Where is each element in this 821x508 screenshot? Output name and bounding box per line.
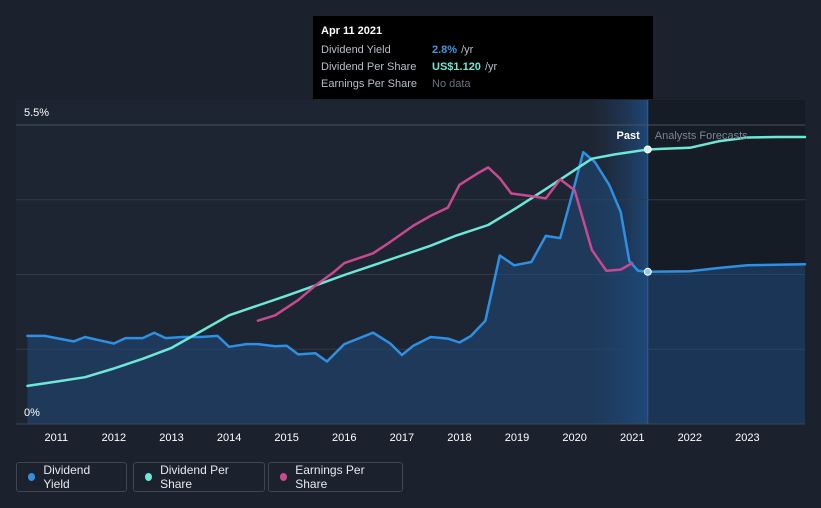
tooltip-row-label: Dividend Yield	[321, 43, 391, 56]
x-tick-label: 2013	[159, 432, 183, 444]
legend-dot-icon	[145, 473, 153, 481]
x-tick-label: 2019	[505, 432, 529, 444]
legend-label: Dividend Per Share	[160, 463, 229, 491]
analysts-forecasts-label: Analysts Forecasts	[655, 130, 748, 142]
y-tick-label-bottom: 0%	[24, 407, 40, 419]
tooltip-row-value: US$1.120	[432, 60, 481, 73]
tooltip-row-earnings-per-share: Earnings Per Share No data	[321, 75, 653, 92]
dividend-per-share-marker	[643, 145, 652, 154]
legend-dot-icon	[280, 473, 288, 481]
legend-dividend-per-share[interactable]: Dividend Per Share	[133, 462, 265, 492]
x-tick-label: 2018	[447, 432, 471, 444]
dividend-yield-area	[27, 152, 805, 424]
legend-label: Dividend Yield	[43, 463, 91, 491]
y-tick-label-top: 5.5%	[24, 107, 49, 119]
tooltip-row-unit: /yr	[461, 43, 474, 56]
tooltip-row-dividend-yield: Dividend Yield 2.8% /yr	[321, 41, 653, 58]
legend-label: Earnings Per Share	[295, 463, 365, 491]
x-tick-label: 2020	[562, 432, 586, 444]
x-tick-label: 2017	[390, 432, 414, 444]
past-label: Past	[617, 130, 641, 142]
x-tick-label: 2015	[274, 432, 298, 444]
x-tick-label: 2023	[735, 432, 759, 444]
dividend-per-share-line	[26, 135, 807, 388]
x-axis-tick-labels: 2011 2012 2013 2014 2015 2016 2017 2018 2019 2020…	[44, 432, 759, 444]
tooltip-row-dividend-per-share: Dividend Per Share US$1.120 /yr	[321, 58, 653, 75]
x-tick-label: 2012	[102, 432, 126, 444]
hover-tooltip: Apr 11 2021 Dividend Yield 2.8% /yr Divi…	[313, 16, 653, 99]
tooltip-row-value: No data	[432, 77, 471, 90]
x-tick-label: 2022	[678, 432, 702, 444]
earnings-per-share-line	[256, 166, 634, 322]
legend-dot-icon	[28, 473, 36, 481]
tooltip-row-value: 2.8%	[432, 43, 458, 56]
legend-earnings-per-share[interactable]: Earnings Per Share	[268, 462, 403, 492]
tooltip-row-label: Dividend Per Share	[321, 60, 417, 73]
tooltip-row-label: Earnings Per Share	[321, 77, 417, 90]
dividend-yield-marker	[643, 267, 652, 276]
x-tick-label: 2016	[332, 432, 356, 444]
tooltip-date: Apr 11 2021	[321, 25, 383, 37]
x-tick-label: 2011	[44, 432, 68, 444]
x-tick-label: 2021	[620, 432, 644, 444]
tooltip-row-unit: /yr	[484, 60, 498, 73]
dividend-yield-line	[26, 150, 807, 363]
legend-dividend-yield[interactable]: Dividend Yield	[16, 462, 127, 492]
x-tick-label: 2014	[217, 432, 241, 444]
